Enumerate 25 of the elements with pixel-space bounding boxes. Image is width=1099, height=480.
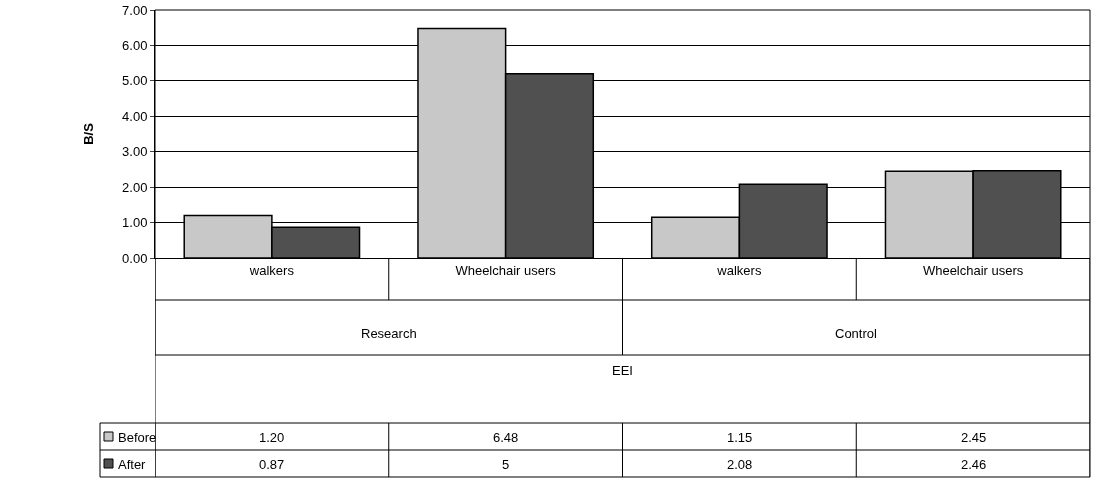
data-label: 1.15 xyxy=(727,430,753,445)
y-axis-title: B/S xyxy=(81,122,97,145)
data-label: 0.87 xyxy=(259,457,285,472)
x-tick-label: Wheelchair users xyxy=(455,262,557,278)
y-tick-label: 4.00 xyxy=(122,108,148,124)
y-tick-label: 2.00 xyxy=(122,179,148,195)
data-label: 1.20 xyxy=(259,430,285,445)
y-tick-label: 0.00 xyxy=(122,250,148,266)
data-label: 2.46 xyxy=(961,457,987,472)
y-tick-label: 3.00 xyxy=(122,144,148,160)
y-tick-label: 6.00 xyxy=(122,37,148,53)
data-label: 5 xyxy=(502,457,510,472)
x-tick-label: walkers xyxy=(716,262,762,278)
y-tick-label: 7.00 xyxy=(122,2,148,18)
x-tick-label: Wheelchair users xyxy=(922,262,1024,278)
y-tick-label: 5.00 xyxy=(122,73,148,89)
legend-label: After xyxy=(118,457,147,472)
data-label: 6.48 xyxy=(493,430,519,445)
text: EEI xyxy=(612,363,633,378)
y-tick-label: 1.00 xyxy=(122,215,148,231)
data-label: 2.45 xyxy=(961,430,987,445)
text: Control xyxy=(835,326,878,341)
data-label: 2.08 xyxy=(727,457,753,472)
x-tick-label: walkers xyxy=(248,262,295,278)
text: Research xyxy=(361,326,417,341)
